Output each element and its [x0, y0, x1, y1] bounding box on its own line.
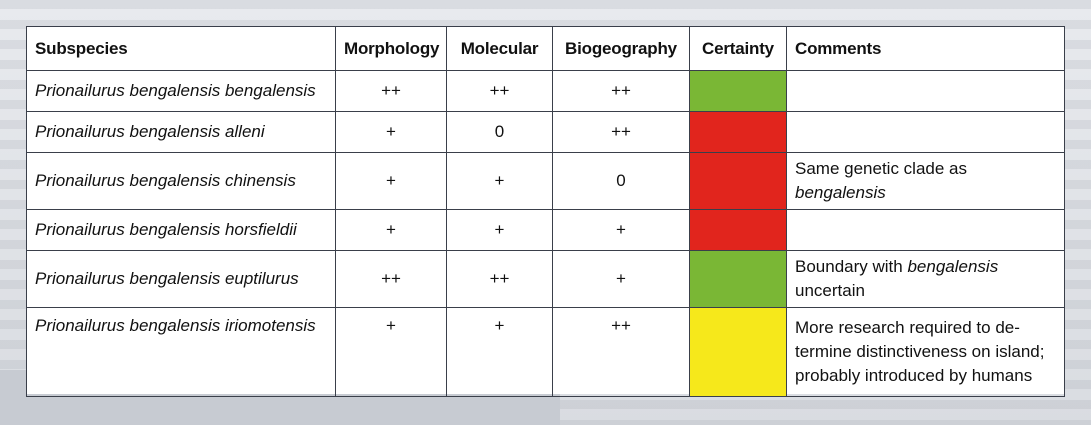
- certainty-cell: [689, 307, 787, 397]
- certainty-cell: [689, 152, 787, 210]
- certainty-cell: [689, 209, 787, 251]
- subspecies-cell: Prionailurus bengalensis bengalensis: [26, 70, 336, 112]
- comment-line: uncertain: [795, 281, 865, 300]
- certainty-swatch: [690, 210, 786, 250]
- certainty-cell: [689, 250, 787, 308]
- table-row: Prionailurus bengalensis bengalensis ++ …: [26, 70, 1065, 112]
- certainty-swatch: [690, 71, 786, 111]
- molecular-cell: +: [446, 209, 553, 251]
- molecular-cell: ++: [446, 70, 553, 112]
- biogeography-cell: ++: [552, 70, 690, 112]
- subspecies-cell: Prionailurus bengalensis alleni: [26, 111, 336, 153]
- molecular-cell: 0: [446, 111, 553, 153]
- molecular-cell: +: [446, 307, 553, 397]
- certainty-cell: [689, 111, 787, 153]
- header-subspecies: Subspecies: [26, 26, 336, 71]
- comment-cell: [786, 209, 1065, 251]
- table-row: Prionailurus bengalensis horsfieldii + +…: [26, 209, 1065, 251]
- header-biogeography: Biogeography: [552, 26, 690, 71]
- morphology-cell: +: [335, 209, 447, 251]
- biogeography-cell: ++: [552, 111, 690, 153]
- table-row: Prionailurus bengalensis chinensis + + 0…: [26, 152, 1065, 210]
- comment-cell: [786, 111, 1065, 153]
- certainty-swatch: [690, 308, 786, 396]
- comment-line: More research required to de-: [795, 318, 1020, 337]
- table-row: Prionailurus bengalensis iriomotensis + …: [26, 307, 1065, 397]
- biogeography-cell: +: [552, 250, 690, 308]
- morphology-cell: +: [335, 307, 447, 397]
- header-certainty: Certainty: [689, 26, 787, 71]
- certainty-swatch: [690, 112, 786, 152]
- comment-line: probably introduced by humans: [795, 366, 1033, 385]
- table-row: Prionailurus bengalensis euptilurus ++ +…: [26, 250, 1065, 308]
- header-row: Subspecies Morphology Molecular Biogeogr…: [26, 26, 1065, 71]
- subspecies-cell: Prionailurus bengalensis horsfieldii: [26, 209, 336, 251]
- comment-cell: Same genetic clade as bengalensis: [786, 152, 1065, 210]
- comment-cell: [786, 70, 1065, 112]
- biogeography-cell: 0: [552, 152, 690, 210]
- subspecies-cell: Prionailurus bengalensis chinensis: [26, 152, 336, 210]
- comment-line: Boundary with: [795, 257, 908, 276]
- certainty-cell: [689, 70, 787, 112]
- subspecies-cell: Prionailurus bengalensis iriomotensis: [26, 307, 336, 397]
- morphology-cell: ++: [335, 70, 447, 112]
- comment-line-italic: bengalensis: [795, 183, 886, 202]
- header-comments: Comments: [786, 26, 1065, 71]
- table-row: Prionailurus bengalensis alleni + 0 ++: [26, 111, 1065, 153]
- comment-cell: Boundary with bengalensis uncertain: [786, 250, 1065, 308]
- morphology-cell: +: [335, 152, 447, 210]
- comment-line-italic: bengalensis: [907, 257, 999, 276]
- morphology-cell: +: [335, 111, 447, 153]
- biogeography-cell: +: [552, 209, 690, 251]
- comment-cell: More research required to de- termine di…: [786, 307, 1065, 397]
- header-molecular: Molecular: [446, 26, 553, 71]
- biogeography-cell: ++: [552, 307, 690, 397]
- certainty-swatch: [690, 251, 786, 307]
- comment-line: termine distinctiveness on island;: [795, 342, 1045, 361]
- molecular-cell: ++: [446, 250, 553, 308]
- certainty-swatch: [690, 153, 786, 209]
- header-morphology: Morphology: [335, 26, 447, 71]
- subspecies-cell: Prionailurus bengalensis euptilurus: [26, 250, 336, 308]
- comment-line: Same genetic clade as: [795, 159, 967, 178]
- molecular-cell: +: [446, 152, 553, 210]
- morphology-cell: ++: [335, 250, 447, 308]
- subspecies-table: Subspecies Morphology Molecular Biogeogr…: [26, 26, 1065, 397]
